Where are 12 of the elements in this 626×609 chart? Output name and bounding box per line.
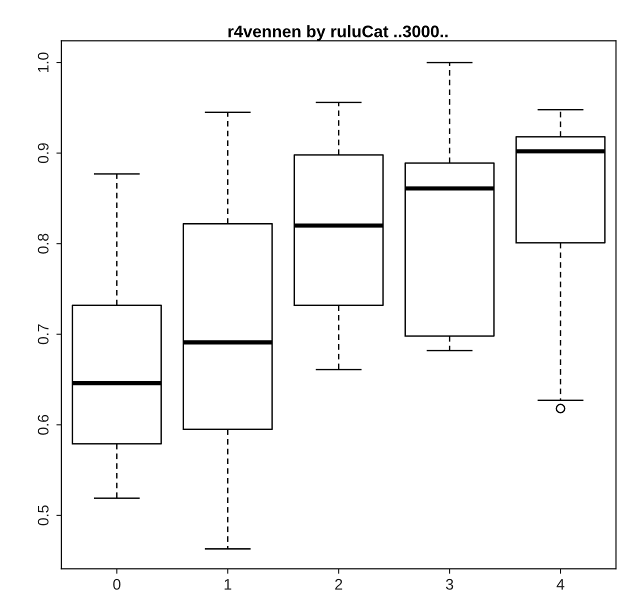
x-tick-label: 0 xyxy=(113,578,120,590)
y-tick-label: 0.6 xyxy=(38,414,49,435)
chart-title: r4vennen by ruluCat ..3000.. xyxy=(228,25,448,41)
x-tick-label: 2 xyxy=(335,578,342,590)
y-tick-label: 1.0 xyxy=(38,52,49,72)
y-tick-label: 0.5 xyxy=(38,505,49,526)
y-tick-label: 0.9 xyxy=(38,143,49,164)
y-tick-label: 0.8 xyxy=(38,234,49,254)
x-tick-label: 3 xyxy=(446,578,454,590)
x-tick-label: 1 xyxy=(224,579,232,590)
y-tick-label: 0.7 xyxy=(38,324,49,344)
x-tick-label: 4 xyxy=(556,579,564,590)
